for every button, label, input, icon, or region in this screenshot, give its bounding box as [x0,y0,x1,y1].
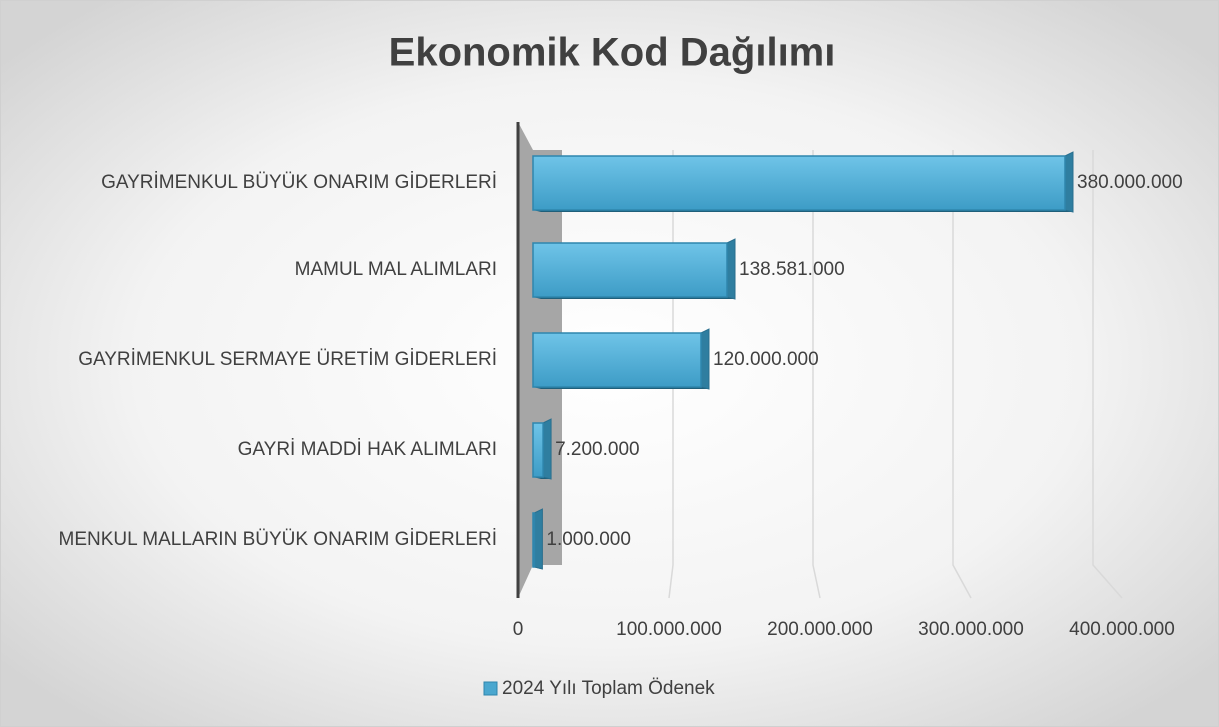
legend-label: 2024 Yılı Toplam Ödenek [502,678,715,699]
bar-front [532,242,728,298]
value-label: 120.000.000 [713,349,819,370]
bar-side [700,328,710,390]
bar [532,418,552,480]
bar [532,508,543,570]
value-label: 7.200.000 [555,439,640,460]
bar-side [533,508,543,570]
bar [532,328,710,390]
category-label: MAMUL MAL ALIMLARI [295,259,497,280]
bar [532,151,1074,213]
grid-line [1092,150,1123,599]
grid-line [812,150,821,599]
value-label: 380.000.000 [1077,172,1183,193]
bar-side [726,238,736,300]
value-label: 1.000.000 [546,529,631,550]
x-tick-label: 0 [513,619,524,640]
x-tick-label: 100.000.000 [616,619,722,640]
bar-front [532,155,1066,211]
bar [532,238,736,300]
category-label: GAYRİ MADDİ HAK ALIMLARI [238,439,497,460]
x-tick-label: 200.000.000 [767,619,873,640]
bar-front [532,422,544,478]
legend-swatch [483,681,498,696]
category-label: MENKUL MALLARIN BÜYÜK ONARIM GİDERLERİ [59,529,498,550]
x-tick-label: 300.000.000 [918,619,1024,640]
x-tick-label: 400.000.000 [1069,619,1175,640]
value-label: 138.581.000 [739,259,845,280]
grid-line [952,150,972,599]
category-label: GAYRİMENKUL SERMAYE ÜRETİM GİDERLERİ [78,349,497,370]
chart-title: Ekonomik Kod Dağılımı [389,31,836,75]
bar-front [532,332,702,388]
bar-side [542,418,552,480]
bar-side [1064,151,1074,213]
bar-front [532,512,536,568]
category-label: GAYRİMENKUL BÜYÜK ONARIM GİDERLERİ [101,172,497,193]
